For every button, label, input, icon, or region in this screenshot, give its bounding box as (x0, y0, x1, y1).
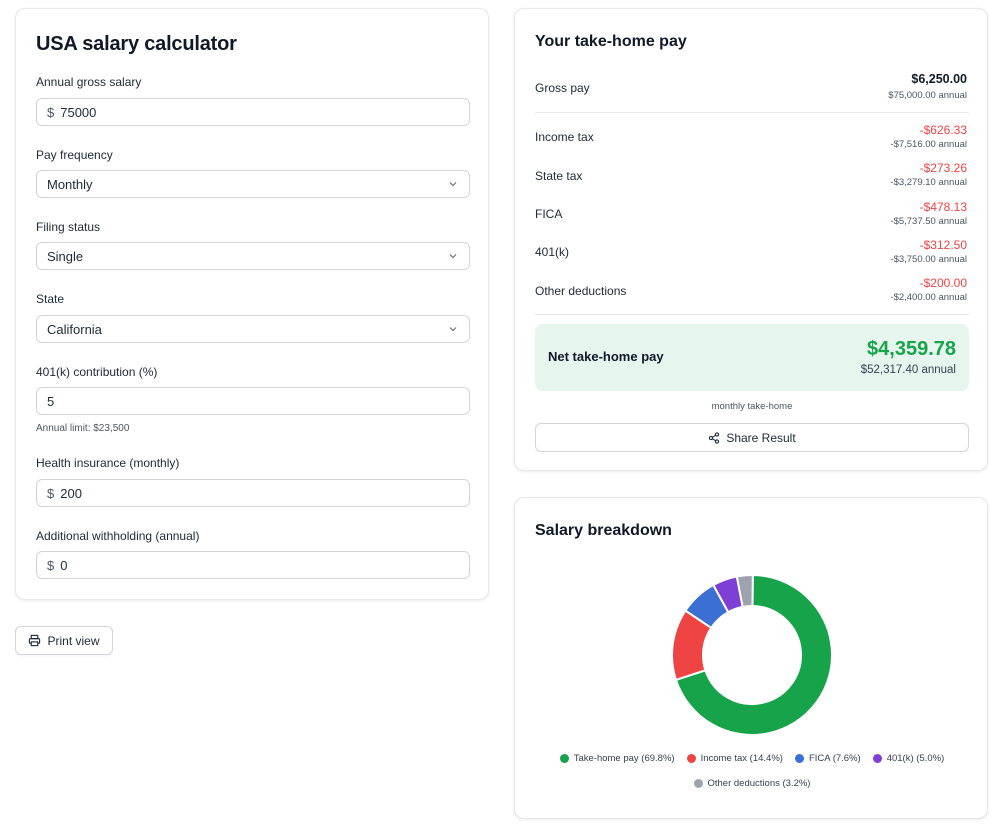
legend-label: Income tax (14.4%) (700, 753, 783, 764)
chevron-down-icon (449, 327, 457, 332)
deduction-label: Income tax (535, 130, 594, 144)
legend-dot (872, 754, 882, 763)
calculator-form-card: USA salary calculator Annual gross salar… (15, 8, 489, 600)
additional-withholding-label: Additional withholding (annual) (36, 529, 200, 543)
legend-item: Other deductions (3.2%) (693, 778, 811, 789)
pay-frequency-select[interactable]: Monthly (36, 170, 470, 198)
salary-breakdown-card: Salary breakdown Take-home pay (69.8%) In… (514, 497, 988, 819)
health-insurance-input[interactable]: $ 200 (36, 479, 470, 507)
net-take-home-label: Net take-home pay (548, 349, 664, 364)
additional-withholding-value: 0 (60, 557, 68, 573)
divider (535, 314, 969, 315)
deduction-amount: -$478.13 (919, 200, 967, 214)
chevron-down-icon (449, 254, 457, 259)
chevron-down-icon (449, 182, 457, 187)
legend-dot (794, 754, 804, 763)
legend-item: 401(k) (5.0%) (872, 753, 945, 764)
deduction-amount: -$200.00 (919, 276, 967, 290)
filing-status-select[interactable]: Single (36, 242, 470, 270)
donut-slice-other-deductions (735, 574, 754, 609)
deduction-annual: -$2,400.00 annual (890, 292, 967, 303)
health-insurance-value: 200 (60, 485, 82, 501)
deduction-label: Other deductions (535, 284, 627, 298)
annual-gross-input[interactable]: $ 75000 (36, 98, 470, 126)
state-value: California (47, 321, 102, 337)
net-take-home-annual: $52,317.40 annual (860, 364, 956, 376)
deduction-label: FICA (535, 207, 563, 221)
gross-pay-amount: $6,250.00 (911, 72, 967, 86)
contribution-401k-label: 401(k) contribution (%) (36, 365, 158, 379)
dollar-prefix: $ (47, 104, 55, 120)
legend-item: FICA (7.6%) (794, 753, 861, 764)
deduction-amount: -$312.50 (919, 238, 967, 252)
deduction-annual: -$7,516.00 annual (890, 139, 967, 150)
share-result-label: Share Result (726, 430, 796, 445)
state-select[interactable]: California (36, 315, 470, 343)
legend-item: Take-home pay (69.8%) (559, 753, 675, 764)
share-icon (709, 431, 720, 444)
deduction-annual: -$3,750.00 annual (890, 254, 967, 265)
state-label: State (36, 292, 65, 306)
legend-dot (693, 779, 703, 788)
page-title: USA salary calculator (36, 33, 237, 55)
filing-status-label: Filing status (36, 220, 101, 234)
take-home-card: Your take-home pay Gross pay $6,250.00 $… (514, 8, 988, 471)
dollar-prefix: $ (47, 485, 55, 501)
legend-dot (559, 754, 569, 763)
print-view-label: Print view (47, 633, 100, 648)
net-take-home-box: Net take-home pay $4,359.78 $52,317.40 a… (535, 324, 969, 391)
pay-frequency-value: Monthly (47, 176, 93, 192)
print-view-button[interactable]: Print view (15, 626, 113, 655)
deduction-annual: -$3,279.10 annual (890, 177, 967, 188)
filing-status-value: Single (47, 248, 84, 264)
deduction-annual: -$5,737.50 annual (890, 216, 967, 227)
deduction-amount: -$273.26 (919, 161, 967, 175)
printer-icon (29, 634, 41, 647)
annual-gross-value: 75000 (60, 104, 97, 120)
take-home-title: Your take-home pay (535, 33, 687, 50)
contribution-401k-value: 5 (47, 393, 55, 409)
legend-label: FICA (7.6%) (808, 753, 861, 764)
net-take-home-amount: $4,359.78 (867, 338, 956, 360)
salary-donut-chart (671, 573, 833, 736)
legend-label: 401(k) (5.0%) (886, 753, 945, 764)
deduction-label: State tax (535, 169, 583, 183)
gross-pay-label: Gross pay (535, 81, 590, 95)
annual-gross-label: Annual gross salary (36, 75, 142, 89)
breakdown-title: Salary breakdown (535, 522, 672, 539)
contribution-401k-input[interactable]: 5 (36, 387, 470, 415)
contribution-limit-hint: Annual limit: $23,500 (36, 423, 130, 434)
net-caption: monthly take-home (711, 401, 793, 412)
pay-frequency-label: Pay frequency (36, 148, 113, 162)
deduction-amount: -$626.33 (919, 123, 967, 137)
legend-label: Other deductions (3.2%) (707, 778, 811, 789)
legend-label: Take-home pay (69.8%) (573, 753, 675, 764)
legend-dot (686, 754, 696, 763)
divider (535, 112, 969, 113)
deduction-label: 401(k) (535, 245, 570, 259)
dollar-prefix: $ (47, 557, 55, 573)
legend-item: Income tax (14.4%) (686, 753, 783, 764)
additional-withholding-input[interactable]: $ 0 (36, 551, 470, 579)
chart-legend: Take-home pay (69.8%) Income tax (14.4%) F… (535, 753, 969, 789)
health-insurance-label: Health insurance (monthly) (36, 456, 180, 470)
donut-slice-take-home-pay (674, 573, 833, 736)
share-result-button[interactable]: Share Result (535, 423, 969, 452)
gross-pay-annual: $75,000.00 annual (888, 90, 967, 101)
